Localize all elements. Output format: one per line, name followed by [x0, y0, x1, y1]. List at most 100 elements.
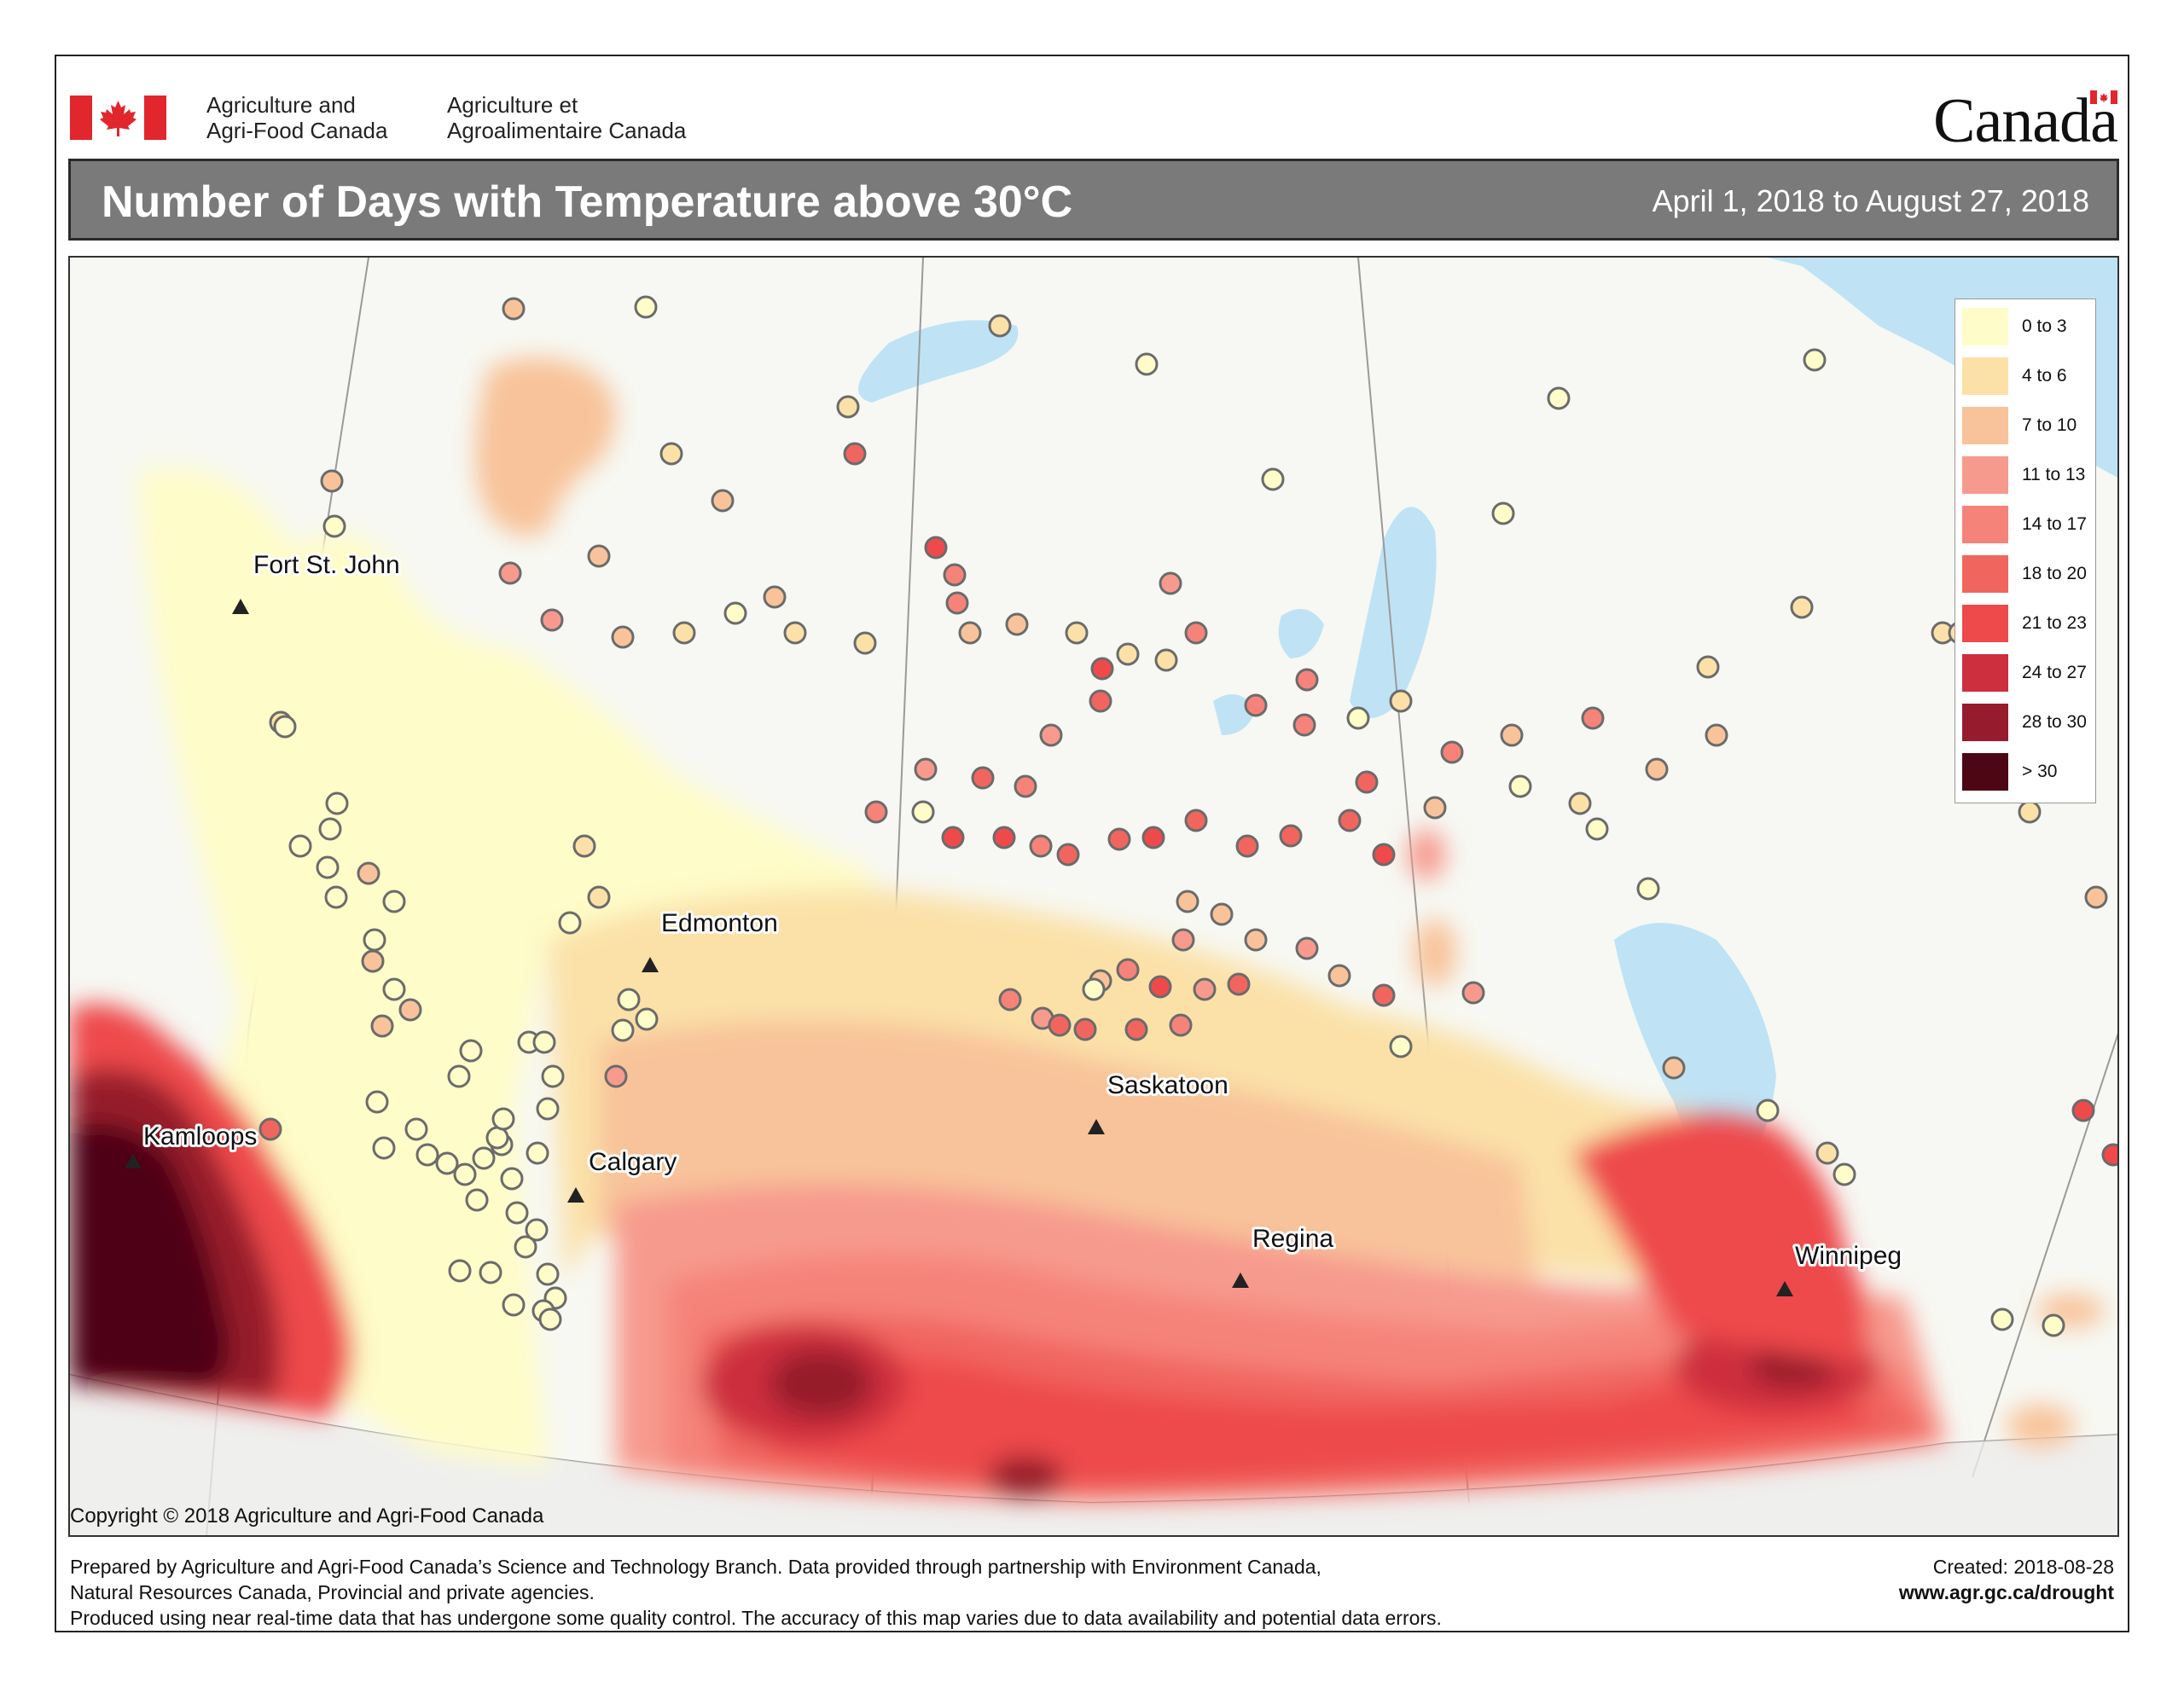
- legend-item: 4 to 6: [1962, 357, 2090, 395]
- station-dot: [382, 890, 406, 913]
- station-dot: [1184, 621, 1208, 645]
- city-label: Kamloops: [143, 1122, 257, 1151]
- station-dot: [1696, 655, 1720, 679]
- station-dot: [1491, 501, 1515, 525]
- station-dot: [1389, 1035, 1413, 1058]
- station-dot: [320, 469, 344, 493]
- footer-meta: Created: 2018-08-28 www.agr.gc.ca/drough…: [1899, 1554, 2114, 1605]
- station-dot: [572, 834, 596, 858]
- station-dot: [365, 1090, 389, 1114]
- station-dot: [1089, 689, 1112, 713]
- station-dot: [363, 928, 386, 952]
- station-dot: [1500, 723, 1524, 747]
- heat-surface: [70, 357, 2105, 1503]
- station-dot: [1833, 1162, 1856, 1186]
- station-dot: [525, 1218, 549, 1242]
- station-dot: [1014, 774, 1037, 798]
- station-dot: [836, 395, 860, 419]
- station-dot: [1279, 824, 1303, 848]
- legend-label: > 30: [2022, 762, 2058, 781]
- station-dot: [370, 1014, 394, 1038]
- station-dot: [2084, 885, 2108, 909]
- legend-item: 28 to 30: [1962, 704, 2090, 741]
- station-dot: [479, 1261, 502, 1284]
- footer: Prepared by Agriculture and Agri-Food Ca…: [55, 1542, 2129, 1632]
- drought-url-link[interactable]: www.agr.gc.ca/drought: [1898, 1581, 2114, 1603]
- legend-swatch: [1962, 506, 2008, 543]
- city-fort-st-john: Fort St. John: [232, 548, 403, 614]
- station-dot: [1005, 612, 1029, 636]
- department-en-line1: Agriculture and: [206, 92, 356, 118]
- date-range: April 1, 2018 to August 27, 2018: [1652, 183, 2089, 218]
- map-title: Number of Days with Temperature above 30…: [102, 177, 1073, 227]
- station-dot: [1141, 826, 1165, 849]
- station-dot: [914, 757, 938, 781]
- station-dot: [1029, 834, 1053, 858]
- station-dot: [1227, 972, 1251, 996]
- station-dot: [1056, 843, 1080, 867]
- footer-line-3: Produced using near real-time data that …: [70, 1607, 1442, 1629]
- legend-swatch: [1962, 308, 2008, 345]
- station-dot: [611, 625, 635, 649]
- station-dot: [404, 1117, 428, 1141]
- header: Agriculture and Agri-Food Canada Agricul…: [70, 85, 2118, 156]
- legend-label: 28 to 30: [2022, 712, 2087, 732]
- station-dot: [1803, 348, 1827, 372]
- station-dot: [1547, 386, 1571, 410]
- legend-swatch: [1962, 753, 2008, 791]
- station-dot: [1171, 928, 1195, 952]
- station-dot: [1082, 977, 1106, 1001]
- station-dot: [659, 442, 683, 466]
- station-dot: [316, 855, 340, 879]
- station-dot: [763, 585, 787, 609]
- station-dot: [2018, 800, 2042, 824]
- legend-item: 24 to 27: [1962, 654, 2090, 692]
- legend-swatch: [1962, 456, 2008, 494]
- station-dot: [2101, 1143, 2117, 1167]
- station-dot: [1295, 936, 1319, 960]
- station-dot: [1346, 706, 1370, 730]
- city-kamloops: Kamloops: [125, 1120, 259, 1168]
- city-winnipeg: Winnipeg: [1776, 1239, 1904, 1296]
- station-dot: [273, 715, 297, 739]
- legend-item: 0 to 3: [1962, 308, 2090, 345]
- station-dot: [1295, 668, 1319, 692]
- station-dot: [1372, 843, 1396, 867]
- station-dot: [1372, 983, 1396, 1007]
- station-dot: [372, 1136, 396, 1160]
- station-dot: [1261, 467, 1285, 491]
- station-dot: [943, 563, 967, 587]
- legend-label: 7 to 10: [2022, 415, 2077, 435]
- station-dot: [435, 1151, 459, 1175]
- legend-item: 14 to 17: [1962, 506, 2090, 543]
- map-area: Fort St. John Edmonton Kamloops Calgary …: [68, 256, 2119, 1537]
- station-dot: [558, 911, 582, 935]
- station-dot: [502, 1293, 526, 1317]
- city-label: Regina: [1252, 1225, 1333, 1253]
- station-dot: [611, 1018, 635, 1042]
- station-dot: [1148, 975, 1172, 999]
- station-dot: [1073, 1017, 1097, 1041]
- station-dot: [723, 601, 747, 625]
- legend-swatch: [1962, 555, 2008, 593]
- department-fr-line1: Agriculture et: [447, 92, 578, 118]
- station-dot: [672, 621, 696, 645]
- legend-swatch: [1962, 704, 2008, 741]
- station-dot: [1440, 740, 1464, 764]
- map-canvas: Fort St. John Edmonton Kamloops Calgary …: [70, 258, 2117, 1535]
- station-dot: [783, 621, 807, 645]
- station-dot: [1636, 877, 1660, 901]
- station-dot: [1159, 571, 1182, 595]
- station-dot: [1184, 809, 1208, 832]
- station-dot: [538, 1307, 562, 1331]
- station-dot: [617, 988, 641, 1012]
- station-dot: [1585, 817, 1609, 841]
- station-dot: [911, 800, 935, 824]
- station-dot: [526, 1141, 549, 1165]
- station-dot: [505, 1201, 529, 1225]
- legend-label: 0 to 3: [2022, 316, 2067, 336]
- station-dot: [1461, 981, 1485, 1005]
- station-dot: [1292, 713, 1316, 737]
- station-dot: [453, 1162, 477, 1186]
- station-dot: [711, 489, 735, 513]
